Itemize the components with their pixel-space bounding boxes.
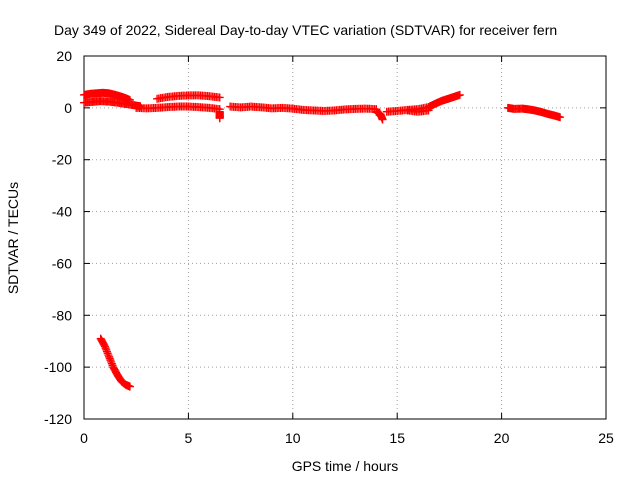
series-arc10	[403, 106, 433, 116]
y-axis-label: SDTVAR / TECUs	[5, 182, 21, 294]
x-tick-label: 15	[389, 430, 405, 446]
x-tick-label: 25	[598, 430, 614, 446]
data-points	[80, 88, 565, 391]
plot-frame	[83, 55, 607, 420]
x-tick-label: 0	[80, 430, 88, 446]
data-point	[215, 114, 224, 123]
series-arc8	[372, 107, 387, 124]
y-tick-label: -100	[44, 359, 72, 375]
chart-title: Day 349 of 2022, Sidereal Day-to-day VTE…	[54, 22, 557, 38]
series-arc3	[96, 334, 134, 391]
series-arc7	[226, 102, 381, 115]
data-point	[424, 106, 433, 115]
series-arc5	[153, 91, 224, 103]
x-axis-label: GPS time / hours	[292, 458, 399, 474]
x-tick-labels: 0 5 10 15 20 25	[80, 430, 614, 446]
x-tick-label: 5	[185, 430, 193, 446]
series-arc6	[215, 107, 224, 123]
y-tick-label: -20	[52, 152, 72, 168]
y-tick-label: -120	[44, 411, 72, 427]
data-point	[378, 115, 387, 124]
y-tick-label: -80	[52, 307, 72, 323]
series-arc11	[503, 103, 565, 122]
data-point	[125, 382, 134, 391]
series-arc1	[80, 88, 134, 105]
data-point	[455, 90, 464, 99]
y-tick-label: 0	[64, 100, 72, 116]
y-tick-label: -60	[52, 255, 72, 271]
data-point	[556, 113, 565, 122]
y-tick-label: 20	[56, 48, 72, 64]
y-tick-label: -40	[52, 204, 72, 220]
series-arc4	[132, 102, 224, 114]
x-tick-label: 10	[285, 430, 301, 446]
x-tick-label: 20	[494, 430, 510, 446]
axis-ticks	[83, 55, 607, 420]
data-point	[215, 93, 224, 102]
y-tick-labels: 20 0 -20 -40 -60 -80 -100 -120	[44, 48, 72, 427]
